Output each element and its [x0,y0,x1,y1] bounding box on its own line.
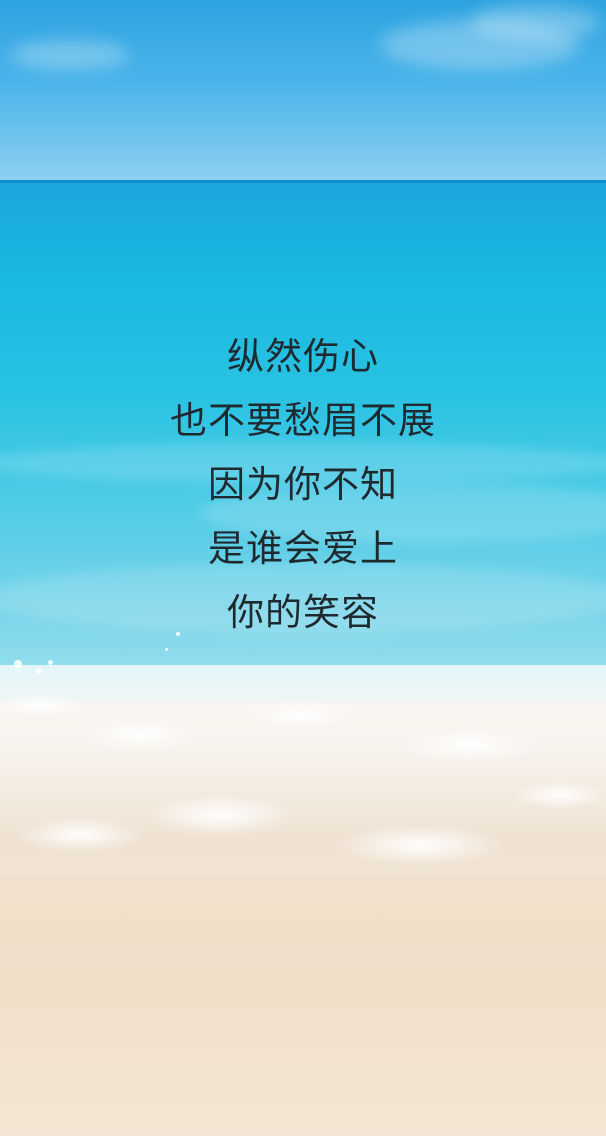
water-spray [165,648,168,651]
poem-line: 也不要愁眉不展 [170,399,436,442]
sea [0,183,606,703]
water-spray [48,660,53,665]
cloud [10,40,130,70]
water-spray [176,632,180,636]
poem-line: 你的笑容 [227,591,379,634]
poem-line: 因为你不知 [208,463,398,506]
horizon-line [0,180,606,184]
sea-foam [0,665,606,915]
poem-line: 纵然伤心 [227,335,379,378]
water-spray [36,668,42,674]
wave-band [0,563,606,633]
water-spray [14,660,22,668]
cloud [380,20,580,70]
sky [0,0,606,182]
cloud [470,5,600,40]
poem-line: 是谁会爱上 [208,527,398,570]
poem-text: 纵然伤心 也不要愁眉不展 因为你不知 是谁会爱上 你的笑容 [0,325,606,645]
sand [0,880,606,1136]
wave-band [0,443,606,483]
wave-band [200,483,606,543]
